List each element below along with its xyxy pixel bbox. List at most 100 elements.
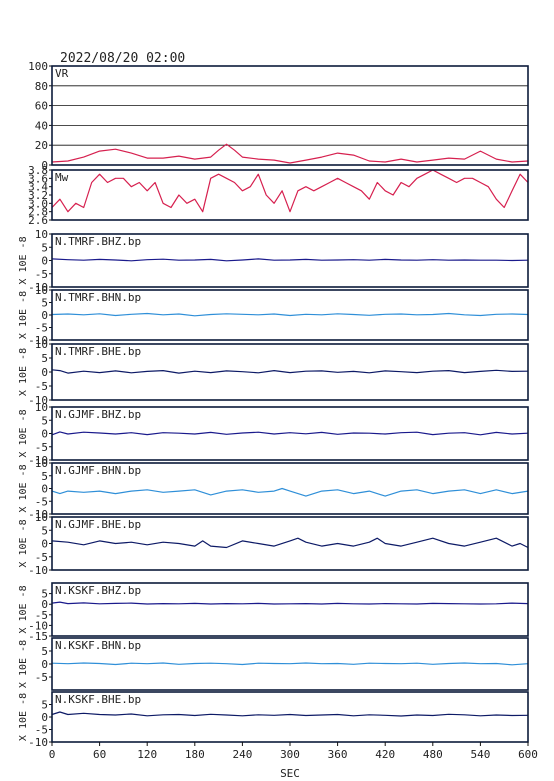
panel-frame (51, 406, 529, 461)
y-tick-label: -10 (28, 736, 48, 749)
panel-kskf_bhz: 50-5-10-15 N.KSKF.BHZ.bp X 10E -8 (18, 582, 529, 643)
chart-panels: 100806040200VR3.83.63.43.23.02.82.6Mw105… (18, 60, 529, 749)
y-axis-label: X 10E -8 (18, 291, 29, 339)
y-tick-label: 3.4 (28, 181, 48, 194)
panel-label: Mw (55, 171, 69, 184)
panel-label: VR (55, 67, 69, 80)
series-line-tmrf_bhz (51, 258, 529, 262)
panel-kskf_bhn: 50-5 N.KSKF.BHN.bp X 10E -8 (18, 637, 529, 691)
y-tick-label: 3.6 (28, 172, 48, 185)
y-axis-label: X 10E -8 (18, 464, 29, 512)
y-tick-label: 10 (35, 457, 48, 470)
y-tick-label: 10 (35, 401, 48, 414)
y-tick-label: -10 (28, 454, 48, 467)
panel-frame (51, 637, 529, 691)
y-tick-label: 5 (41, 588, 48, 601)
panel-label: N.KSKF.BHN.bp (55, 639, 141, 652)
y-tick-label: 60 (35, 100, 48, 113)
series-line-gjmf_bhz (51, 431, 529, 436)
y-tick-label: 0 (41, 538, 48, 551)
y-tick-label: 5 (41, 241, 48, 254)
y-tick-label: -10 (28, 394, 48, 407)
panel-label: N.KSKF.BHE.bp (55, 693, 141, 706)
x-tick-label: 120 (137, 748, 157, 761)
y-axis-label: X 10E -8 (18, 519, 29, 567)
y-tick-label: -10 (28, 334, 48, 347)
series-line-kskf_bhn (51, 662, 529, 666)
y-tick-label: -5 (35, 609, 48, 622)
panel-kskf_bhe: 50-5-10 N.KSKF.BHE.bp X 10E -8 (18, 691, 529, 749)
panel-frame (51, 343, 529, 401)
y-axis-label: X 10E -8 (18, 409, 29, 457)
y-tick-label: 2.8 (28, 206, 48, 219)
series-line-mw (51, 169, 529, 213)
y-axis-label: X 10E -8 (18, 585, 29, 633)
y-tick-label: 0 (41, 366, 48, 379)
series-line-gjmf_bhn (51, 487, 529, 497)
x-tick-label: 240 (232, 748, 252, 761)
y-tick-label: -5 (35, 495, 48, 508)
panel-frame (51, 582, 529, 637)
panel-frame (51, 289, 529, 341)
x-tick-label: 300 (280, 748, 300, 761)
y-tick-label: 10 (35, 338, 48, 351)
panel-label: N.GJMF.BHN.bp (55, 464, 141, 477)
x-tick-label: 600 (518, 748, 538, 761)
y-tick-label: -5 (35, 551, 48, 564)
panel-frame (51, 516, 529, 571)
panel-vr: 100 80 60 40 20 0 VR (28, 60, 529, 172)
y-tick-label: 3.2 (28, 189, 48, 202)
y-tick-label: 0 (41, 309, 48, 322)
panel-frame (51, 462, 529, 515)
y-tick-label: 2.6 (28, 214, 48, 227)
y-tick-label: 0 (41, 711, 48, 724)
series-line-kskf_bhe (51, 711, 529, 717)
y-tick-label: 10 (35, 511, 48, 524)
x-tick-label: 480 (423, 748, 443, 761)
y-tick-label: 3.8 (28, 164, 48, 177)
y-tick-label: -5 (35, 380, 48, 393)
panel-frame (51, 169, 529, 221)
datetime-title: 2022/08/20 02:00 (60, 51, 185, 66)
y-tick-label: -5 (35, 322, 48, 335)
y-tick-label: -5 (35, 671, 48, 684)
y-axis-label: X 10E -8 (18, 348, 29, 396)
x-axis-label: SEC (280, 767, 300, 780)
y-tick-label: 5 (41, 414, 48, 427)
x-tick-label: 540 (470, 748, 490, 761)
y-tick-label: 0 (41, 255, 48, 268)
y-tick-label: -5 (35, 268, 48, 281)
panel-frame (51, 65, 529, 166)
y-tick-label: 10 (35, 228, 48, 241)
panel-label: N.TMRF.BHZ.bp (55, 235, 141, 248)
y-tick-label: 0 (41, 428, 48, 441)
y-tick-label: -15 (28, 630, 48, 643)
panel-label: N.GJMF.BHZ.bp (55, 408, 141, 421)
panel-label: N.TMRF.BHN.bp (55, 291, 141, 304)
y-tick-label: 0 (41, 159, 48, 172)
series-line-vr (51, 143, 529, 164)
panel-mw: 3.83.63.43.23.02.82.6 Mw (28, 164, 529, 227)
y-tick-label: 5 (41, 470, 48, 483)
y-tick-label: -10 (28, 508, 48, 521)
y-tick-label: 40 (35, 119, 48, 132)
y-tick-label: 80 (35, 80, 48, 93)
panel-label: N.GJMF.BHE.bp (55, 518, 141, 531)
y-tick-label: 3.0 (28, 197, 48, 210)
y-axis-label: X 10E -8 (18, 236, 29, 284)
series-line-tmrf_bhe (51, 369, 529, 374)
y-tick-label: -10 (28, 619, 48, 632)
panel-frame (51, 233, 529, 288)
x-tick-label: 180 (185, 748, 205, 761)
panel-label: N.TMRF.BHE.bp (55, 345, 141, 358)
y-tick-label: -5 (35, 724, 48, 737)
y-tick-label: 5 (41, 699, 48, 712)
x-tick-label: 420 (375, 748, 395, 761)
panel-label: N.KSKF.BHZ.bp (55, 584, 141, 597)
x-axis: 0 60 120 180 240 300 360 420 480 540 600 (49, 742, 538, 761)
